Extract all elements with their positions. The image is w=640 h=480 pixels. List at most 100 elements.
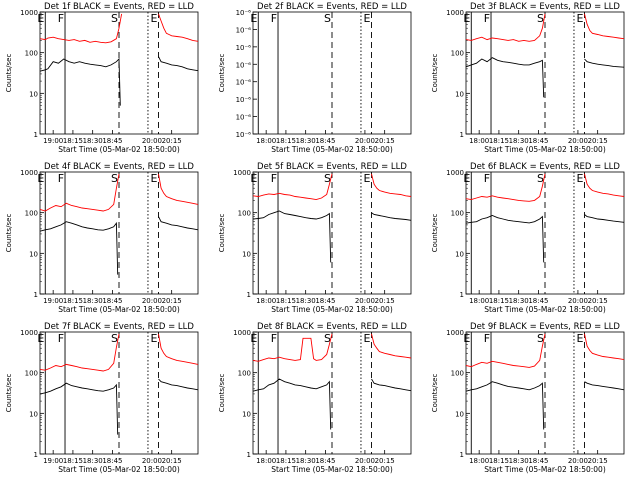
y-tick-label: 100 [25,370,38,378]
chart-panel-2: Det 2f BLACK = Events, RED = LLD 10⁻⁶ 10⁻⁶… [218,2,412,154]
time-marker-label: F [484,12,490,25]
x-tick-label: 20:00 [142,297,162,305]
y-tick-label: 100 [238,370,251,378]
x-tick-label: 18:15 [63,457,83,465]
x-tick-label: 18:45 [102,457,122,465]
x-tick-label: 20:15 [375,457,395,465]
series-line-black [39,382,119,435]
x-axis-label: Start Time (05-Mar-02 18:50:00) [271,465,393,474]
series-line-red [465,13,546,42]
time-marker-label: E [37,332,44,345]
chart-title: Det 6f BLACK = Events, RED = LLD [470,162,620,172]
x-tick-label: 20:15 [375,297,395,305]
series-line-black [158,216,199,231]
series-line-black [465,57,545,98]
y-tick-label: 10⁻⁶ [236,26,252,34]
y-tick-label: 10⁻⁶ [236,131,252,139]
x-tick-label: 20:15 [588,137,608,145]
x-tick-label: 20:00 [568,137,588,145]
series-line-black [584,381,625,391]
series-line-black [584,214,625,223]
y-axis-label: Counts/sec [218,374,226,413]
x-tick-label: 20:00 [355,297,375,305]
y-tick-label: 10 [242,410,251,418]
series-line-red [39,13,123,44]
time-marker-label: S [324,12,331,25]
x-tick-label: 18:00 [469,457,489,465]
x-tick-label: 18:30 [509,137,529,145]
time-marker-label: S [111,172,118,185]
time-marker-label: E [364,332,371,345]
series-line-black [39,221,119,275]
x-axis-label: Start Time (05-Mar-02 18:50:00) [271,305,393,314]
y-tick-label: 1 [34,451,38,459]
y-tick-label: 10⁻⁶ [236,79,252,87]
time-marker-label: E [37,172,44,185]
series-line-red [39,333,120,372]
x-tick-label: 20:15 [375,137,395,145]
x-axis-label: Start Time (05-Mar-02 18:50:00) [58,465,180,474]
x-tick-label: 18:45 [315,297,335,305]
time-marker-label: F [271,172,277,185]
x-tick-label: 18:30 [296,137,316,145]
y-tick-label: 100 [451,50,464,58]
y-tick-label: 100 [25,210,38,218]
y-axis-label: Counts/sec [218,54,226,93]
y-tick-label: 10⁻⁶ [236,114,252,122]
y-tick-label: 1 [34,291,38,299]
x-tick-label: 18:15 [276,137,296,145]
time-marker-label: E [364,12,371,25]
time-marker-label: E [577,12,584,25]
time-marker-label: S [537,172,544,185]
y-tick-label: 10⁻⁶ [236,44,252,52]
time-marker-label: E [151,332,158,345]
chart-title: Det 7f BLACK = Events, RED = LLD [44,322,194,332]
x-tick-label: 18:00 [469,137,489,145]
series-line-black [252,210,332,263]
chart-panel-5: Det 5f BLACK = Events, RED = LLD 1 10 100 10… [218,162,412,314]
chart-title: Det 8f BLACK = Events, RED = LLD [257,322,407,332]
time-marker-label: E [37,12,44,25]
x-tick-label: 18:00 [256,137,276,145]
y-tick-label: 100 [451,370,464,378]
x-tick-label: 20:00 [142,137,162,145]
y-axis-label: Counts/sec [431,54,439,93]
x-tick-label: 20:00 [568,297,588,305]
y-tick-label: 100 [451,210,464,218]
y-tick-label: 10⁻⁶ [236,96,252,104]
time-marker-label: F [271,332,277,345]
series-line-red [465,333,546,368]
series-line-black [371,212,412,221]
time-marker-label: S [324,332,331,345]
x-tick-label: 18:45 [315,457,335,465]
x-tick-label: 18:45 [528,457,548,465]
x-axis-label: Start Time (05-Mar-02 18:50:00) [484,465,606,474]
series-line-red [252,173,333,201]
time-marker-label: S [537,332,544,345]
series-line-red [371,333,412,359]
time-marker-label: F [271,12,277,25]
series-line-red [584,173,625,197]
x-tick-label: 18:15 [276,457,296,465]
y-tick-label: 10 [455,250,464,258]
time-marker-label: E [364,172,371,185]
y-tick-label: 1000 [446,9,464,17]
series-line-black [39,57,121,106]
x-tick-label: 20:00 [568,457,588,465]
x-tick-label: 18:30 [296,457,316,465]
x-tick-label: 18:15 [63,137,83,145]
series-line-black [584,58,625,68]
y-tick-label: 1 [460,451,464,459]
series-line-red [39,173,120,212]
x-tick-label: 18:30 [83,457,103,465]
y-tick-label: 1000 [446,329,464,337]
chart-panel-9: Det 9f BLACK = Events, RED = LLD 1 10 100 10… [431,322,625,474]
series-line-red [252,333,333,362]
time-marker-label: E [577,332,584,345]
y-tick-label: 1000 [446,169,464,177]
x-tick-label: 20:15 [162,297,182,305]
y-tick-label: 10 [455,410,464,418]
time-marker-label: E [250,172,257,185]
chart-panel-6: Det 6f BLACK = Events, RED = LLD 1 10 100 10… [431,162,625,314]
